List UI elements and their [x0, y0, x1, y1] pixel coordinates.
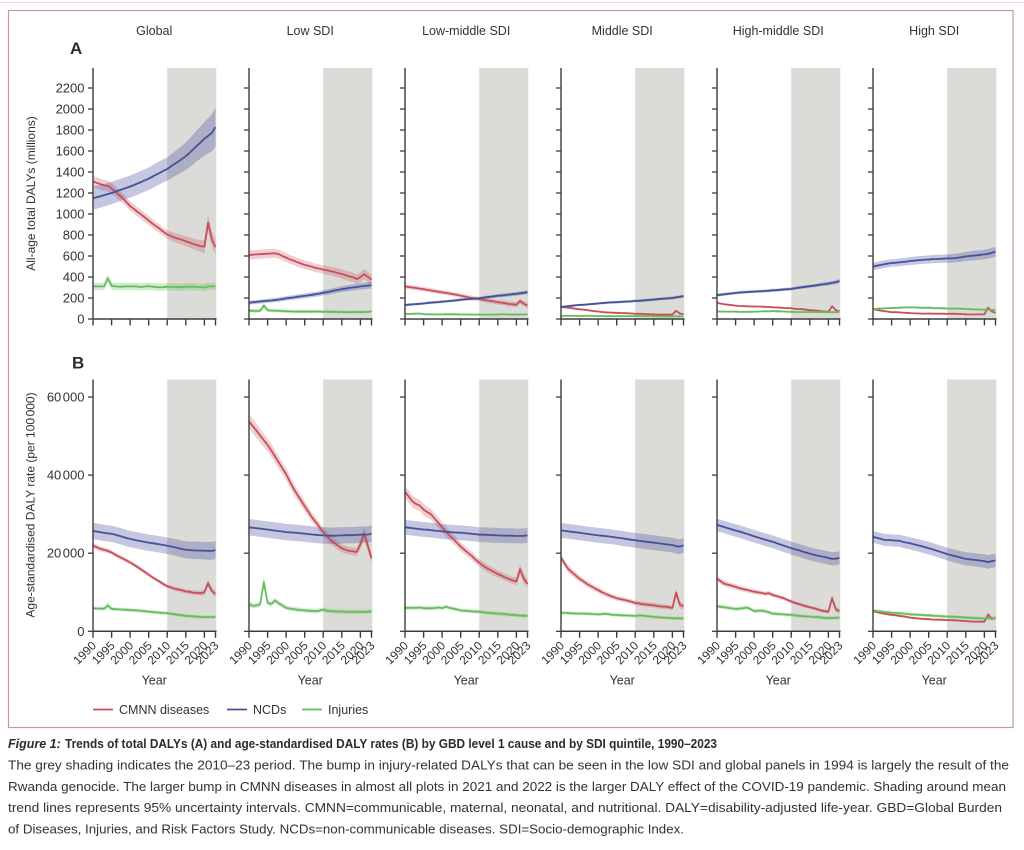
- svg-text:Trends of total DALYs (A) and: Trends of total DALYs (A) and age-standa…: [65, 737, 717, 751]
- svg-text:trend lines represents 95% unc: trend lines represents 95% uncertainty i…: [8, 800, 1002, 815]
- svg-text:Year: Year: [766, 674, 791, 688]
- svg-text:High-middle SDI: High-middle SDI: [733, 24, 824, 38]
- svg-text:Rwanda genocide. The larger bu: Rwanda genocide. The larger bump in CMNN…: [8, 779, 1006, 794]
- svg-text:Year: Year: [454, 674, 479, 688]
- svg-text:800: 800: [63, 228, 85, 243]
- svg-text:400: 400: [63, 270, 85, 285]
- svg-text:1800: 1800: [56, 123, 85, 138]
- svg-text:Year: Year: [922, 674, 947, 688]
- svg-text:2200: 2200: [56, 81, 85, 96]
- svg-text:Year: Year: [610, 674, 635, 688]
- svg-text:All-age total DALYs (millions): All-age total DALYs (millions): [24, 116, 38, 271]
- svg-text:A: A: [70, 39, 82, 58]
- svg-text:1200: 1200: [56, 186, 85, 201]
- svg-text:of Diseases, Injuries, and Ris: of Diseases, Injuries, and Risk Factors …: [8, 821, 684, 836]
- svg-text:NCDs: NCDs: [253, 703, 286, 717]
- svg-text:1000: 1000: [56, 207, 85, 222]
- svg-text:Injuries: Injuries: [328, 703, 368, 717]
- svg-text:The grey shading indicates the: The grey shading indicates the 2010–23 p…: [8, 758, 1009, 773]
- svg-text:1400: 1400: [56, 165, 85, 180]
- svg-text:0: 0: [77, 624, 84, 639]
- svg-text:Age-standardised DALY rate (pe: Age-standardised DALY rate (per 100000): [24, 392, 38, 617]
- svg-text:Low SDI: Low SDI: [287, 24, 334, 38]
- svg-text:Global: Global: [136, 24, 172, 38]
- svg-text:B: B: [72, 354, 84, 373]
- svg-text:Low-middle SDI: Low-middle SDI: [422, 24, 510, 38]
- svg-text:0: 0: [77, 312, 84, 327]
- svg-text:High SDI: High SDI: [909, 24, 959, 38]
- svg-text:600: 600: [63, 249, 85, 264]
- svg-text:Year: Year: [298, 674, 323, 688]
- svg-text:Figure 1:: Figure 1:: [8, 737, 61, 751]
- svg-text:1600: 1600: [56, 144, 85, 159]
- svg-text:2000: 2000: [56, 102, 85, 117]
- svg-text:CMNN diseases: CMNN diseases: [119, 703, 209, 717]
- svg-text:Year: Year: [142, 674, 167, 688]
- svg-text:Middle SDI: Middle SDI: [592, 24, 653, 38]
- svg-text:200: 200: [63, 291, 85, 306]
